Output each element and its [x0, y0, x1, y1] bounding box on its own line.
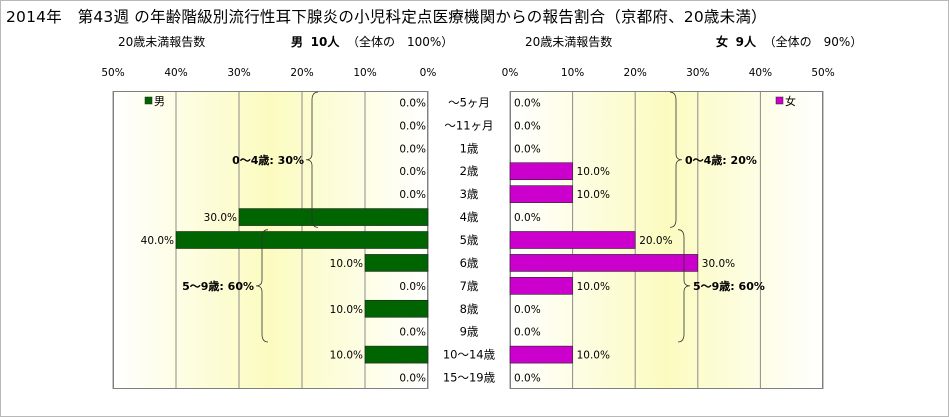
- male-bar: [364, 345, 429, 364]
- female-tick-label: 40%: [749, 67, 772, 79]
- age-category-label: 3歳: [460, 187, 479, 201]
- male-value-label: 0.0%: [399, 327, 426, 339]
- male-tick-label: 0%: [420, 67, 437, 79]
- female-value-label: 10.0%: [577, 166, 610, 178]
- female-legend-swatch: [775, 96, 784, 105]
- female-value-label: 0.0%: [514, 373, 541, 385]
- male-bar: [364, 254, 429, 272]
- female-value-label: 0.0%: [514, 143, 541, 155]
- female-group-label: 5～9歳: 60%: [693, 279, 765, 293]
- male-value-label: 0.0%: [399, 281, 426, 293]
- female-value-label: 0.0%: [514, 327, 541, 339]
- male-count: 10人: [310, 35, 340, 49]
- male-legend-swatch: [144, 96, 153, 105]
- male-value-label: 0.0%: [399, 373, 426, 385]
- age-category-label: ～11ヶ月: [444, 118, 493, 132]
- female-value-label: 10.0%: [577, 350, 610, 362]
- female-group-brace: [669, 91, 683, 228]
- male-bar: [364, 299, 429, 318]
- female-tick-label: 0%: [502, 67, 519, 79]
- male-tick-label: 40%: [164, 67, 187, 79]
- female-value-label: 10.0%: [577, 281, 610, 293]
- male-group-label: 0～4歳: 30%: [232, 153, 304, 167]
- female-group-brace: [677, 229, 691, 343]
- male-value-label: 40.0%: [141, 235, 174, 247]
- female-bar: [509, 185, 573, 203]
- male-group-label: 5～9歳: 60%: [182, 279, 254, 293]
- female-value-label: 20.0%: [639, 235, 672, 247]
- female-bar: [509, 345, 573, 364]
- male-legend-label: 男: [154, 95, 165, 108]
- female-value-label: 0.0%: [514, 304, 541, 316]
- age-category-label: 6歳: [460, 256, 479, 270]
- male-total: （全体の 100%）: [347, 35, 454, 49]
- female-group-label: 0～4歳: 20%: [685, 153, 757, 167]
- male-group-brace: [255, 229, 269, 343]
- age-category-label: 9歳: [460, 325, 479, 339]
- female-tick-label: 20%: [624, 67, 647, 79]
- male-value-label: 10.0%: [330, 258, 363, 270]
- female-bar: [509, 231, 636, 249]
- male-bar: [175, 231, 429, 249]
- female-legend-label: 女: [785, 94, 796, 108]
- male-value-label: 10.0%: [330, 304, 363, 316]
- female-bar: [509, 277, 573, 295]
- female-tick-label: 30%: [686, 67, 709, 79]
- age-category-label: 2歳: [460, 164, 479, 178]
- male-tick-label: 50%: [101, 67, 124, 79]
- female-count: 9人: [735, 35, 757, 49]
- age-category-label: 1歳: [460, 141, 479, 155]
- female-bar: [509, 254, 699, 272]
- female-value-label: 30.0%: [702, 258, 735, 270]
- female-value-label: 0.0%: [514, 97, 541, 109]
- female-value-label: 10.0%: [577, 189, 610, 201]
- male-value-label: 0.0%: [399, 143, 426, 155]
- female-count-label: 20歳未満報告数: [525, 35, 613, 49]
- age-category-label: 8歳: [460, 302, 479, 316]
- male-group-brace: [305, 91, 319, 228]
- female-count-summary: 女 9人 （全体の 90%）: [716, 33, 862, 50]
- male-value-label: 30.0%: [204, 212, 237, 224]
- age-category-label: 5歳: [460, 233, 479, 247]
- chart-title: 2014年 第43週 の年齢階級別流行性耳下腺炎の小児科定点医療機関からの報告割…: [6, 8, 767, 26]
- male-value-label: 0.0%: [399, 97, 426, 109]
- male-tick-label: 20%: [290, 67, 313, 79]
- male-bar: [238, 208, 429, 226]
- female-tick-label: 50%: [811, 67, 834, 79]
- female-value-label: 0.0%: [514, 212, 541, 224]
- male-sex-label: 男: [291, 35, 304, 49]
- age-category-label: ～5ヶ月: [448, 95, 490, 109]
- male-value-label: 0.0%: [399, 166, 426, 178]
- female-tick-label: 10%: [561, 67, 584, 79]
- male-value-label: 0.0%: [399, 189, 426, 201]
- age-category-label: 15～19歳: [443, 371, 496, 385]
- age-category-label: 7歳: [460, 279, 479, 293]
- female-value-label: 0.0%: [514, 120, 541, 132]
- female-sex-label: 女: [716, 35, 729, 49]
- male-count-label: 20歳未満報告数: [118, 35, 206, 49]
- male-tick-label: 10%: [353, 67, 376, 79]
- age-category-label: 4歳: [460, 210, 479, 224]
- female-total: （全体の 90%）: [763, 35, 863, 49]
- male-value-label: 0.0%: [399, 120, 426, 132]
- female-bar: [509, 162, 573, 181]
- male-count-summary: 男 10人 （全体の 100%）: [291, 33, 453, 50]
- male-tick-label: 30%: [227, 67, 250, 79]
- male-value-label: 10.0%: [330, 350, 363, 362]
- age-category-label: 10～14歳: [443, 348, 496, 362]
